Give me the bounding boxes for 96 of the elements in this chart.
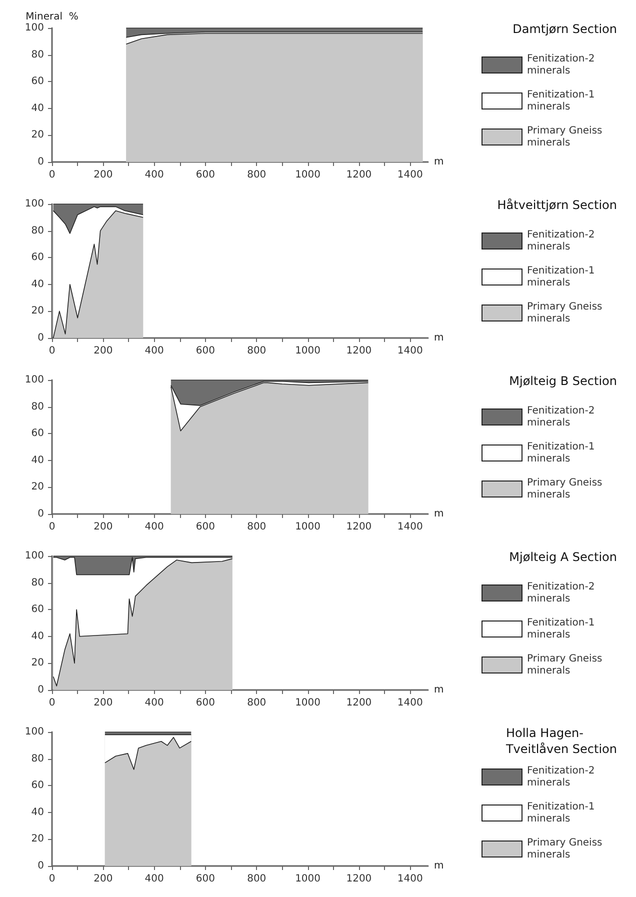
x-tick-label: 400 — [144, 698, 164, 708]
x-tick-label: 600 — [196, 346, 216, 356]
y-tick-label: 40 — [31, 102, 44, 114]
legend-label: Fenitization-1 minerals — [527, 442, 598, 464]
y-tick-label: 20 — [31, 658, 44, 669]
y-tick-label: 20 — [31, 130, 44, 141]
y-tick-label: 40 — [31, 806, 44, 818]
legend-label: Fenitization-1 minerals — [527, 266, 598, 288]
legend-title: Damtjørn Section — [512, 22, 617, 36]
y-tick-label: 80 — [31, 401, 44, 412]
x-tick-label: 1000 — [295, 698, 321, 708]
y-tick-label: 60 — [31, 428, 44, 440]
y-tick-label: 60 — [31, 604, 44, 616]
x-tick-label: 0 — [48, 698, 56, 708]
y-tick-label: 40 — [31, 278, 44, 290]
x-tick-label: 1000 — [295, 346, 321, 356]
x-tick-label: 1200 — [346, 698, 372, 708]
y-tick-label: 80 — [31, 49, 44, 60]
legend-label: Fenitization-2 minerals — [527, 230, 598, 252]
y-tick-label: 100 — [24, 550, 44, 562]
y-tick-label: 100 — [24, 22, 44, 34]
y-tick-label: 0 — [38, 860, 44, 872]
y-tick-label: 100 — [24, 726, 44, 738]
x-tick-label: 800 — [247, 346, 266, 356]
y-tick-label: 100 — [24, 374, 44, 386]
legend-title: Mjølteig A Section — [509, 550, 618, 564]
y-tick-label: 0 — [38, 332, 44, 344]
y-tick-label: 20 — [31, 306, 44, 317]
x-tick-label: 400 — [144, 874, 164, 884]
x-tick-label: 0 — [48, 522, 56, 532]
x-tick-label: 0 — [48, 170, 56, 180]
y-tick-label: 40 — [31, 630, 44, 642]
legend-label: Fenitization-1 minerals — [527, 618, 598, 640]
x-tick-label: 1400 — [397, 522, 423, 532]
x-tick-label: 800 — [247, 170, 266, 180]
legend-label: Primary Gneiss minerals — [527, 654, 606, 676]
x-tick-label: 1200 — [346, 522, 372, 532]
y-tick-label: 20 — [31, 482, 44, 493]
x-axis-title: m — [434, 508, 444, 520]
legend-label: Fenitization-2 minerals — [527, 582, 598, 604]
x-tick-label: 1400 — [397, 698, 423, 708]
y-tick-label: 0 — [38, 156, 44, 168]
x-tick-label: 1000 — [295, 874, 321, 884]
y-tick-label: 60 — [31, 76, 44, 88]
x-tick-label: 200 — [94, 874, 113, 884]
x-axis-title: m — [434, 860, 444, 872]
y-tick-label: 60 — [31, 252, 44, 264]
x-tick-label: 200 — [94, 522, 113, 532]
x-tick-label: 0 — [48, 346, 56, 356]
x-tick-label: 600 — [196, 522, 216, 532]
x-tick-label: 0 — [48, 874, 56, 884]
x-axis-title: m — [434, 684, 444, 696]
x-tick-label: 1000 — [295, 522, 321, 532]
x-tick-label: 600 — [196, 170, 216, 180]
legend-label: Fenitization-1 minerals — [527, 90, 598, 112]
y-tick-label: 60 — [31, 780, 44, 792]
x-axis-title: m — [434, 332, 444, 344]
y-axis-title: Mineral % — [26, 12, 78, 22]
x-tick-label: 400 — [144, 346, 164, 356]
legend-label: Fenitization-2 minerals — [527, 406, 598, 428]
legend-label: Fenitization-1 minerals — [527, 802, 598, 824]
x-axis-title: m — [434, 156, 444, 168]
legend-label: Primary Gneiss minerals — [527, 478, 606, 500]
y-tick-label: 80 — [31, 577, 44, 588]
x-tick-label: 200 — [94, 698, 113, 708]
legend-title: Mjølteig B Section — [509, 374, 618, 388]
legend-label: Primary Gneiss minerals — [527, 838, 606, 860]
legend-label: Primary Gneiss minerals — [527, 126, 606, 148]
x-tick-label: 1200 — [346, 346, 372, 356]
x-tick-label: 600 — [196, 874, 216, 884]
x-tick-label: 1200 — [346, 170, 372, 180]
legend-label: Fenitization-2 minerals — [527, 54, 598, 76]
x-tick-label: 1400 — [397, 874, 423, 884]
legend-title: Håtveittjørn Section — [497, 198, 618, 212]
x-tick-label: 400 — [144, 522, 164, 532]
y-tick-label: 0 — [38, 684, 44, 696]
y-tick-label: 0 — [38, 508, 44, 520]
x-tick-label: 1000 — [295, 170, 321, 180]
x-tick-label: 800 — [247, 698, 266, 708]
x-tick-label: 800 — [247, 522, 266, 532]
x-tick-label: 400 — [144, 170, 164, 180]
legend-label: Fenitization-2 minerals — [527, 766, 598, 788]
x-tick-label: 1400 — [397, 170, 423, 180]
x-tick-label: 200 — [94, 170, 113, 180]
x-tick-label: 1200 — [346, 874, 372, 884]
legend-title: Holla Hagen- Tveitlåven Section — [504, 726, 617, 756]
x-tick-label: 1400 — [397, 346, 423, 356]
y-tick-label: 80 — [31, 753, 44, 764]
y-tick-label: 20 — [31, 834, 44, 845]
y-tick-label: 100 — [24, 198, 44, 210]
y-tick-label: 80 — [31, 225, 44, 236]
x-tick-label: 800 — [247, 874, 266, 884]
x-tick-label: 200 — [94, 346, 113, 356]
x-tick-label: 600 — [196, 698, 216, 708]
y-tick-label: 40 — [31, 454, 44, 466]
legend-label: Primary Gneiss minerals — [527, 302, 606, 324]
